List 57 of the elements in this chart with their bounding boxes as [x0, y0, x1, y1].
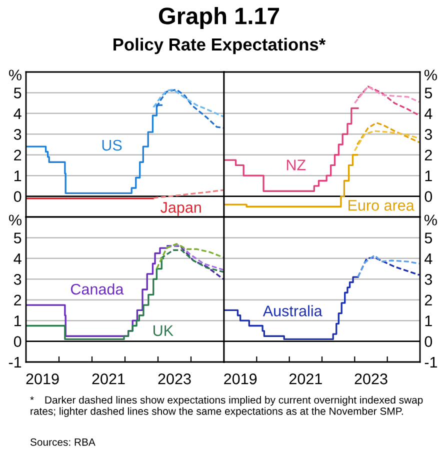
y-tick-label: 5 [14, 88, 22, 98]
line-series [356, 122, 420, 146]
y-tick-label: 3 [14, 129, 22, 140]
line-series [166, 245, 224, 280]
x-tick-label: 2019 [26, 374, 59, 384]
series-label: Canada [70, 283, 124, 295]
series-label: NZ [286, 160, 306, 170]
y-tick-label: 0 [14, 191, 22, 202]
y-tick-label: 1 [425, 170, 432, 182]
line-series [152, 189, 224, 199]
series-label: Australia [262, 305, 322, 316]
y-tick-label: 0 [14, 336, 22, 347]
y-tick-label: -1 [8, 357, 22, 368]
y-tick-label: 1 [14, 316, 22, 326]
y-tick-label: 4 [14, 253, 22, 264]
series-label: Euro area [348, 200, 414, 211]
line-series [357, 86, 420, 116]
x-tick-label: 2021 [289, 374, 322, 384]
line-series [354, 86, 420, 104]
y-tick-label: 3 [14, 274, 22, 285]
line-series [156, 88, 224, 129]
y-tick-label: 5 [424, 232, 432, 244]
x-tick-label: 2023 [158, 374, 191, 384]
y-tick-label: 3 [424, 129, 432, 140]
line-series [152, 88, 224, 118]
chart-title: Graph 1.17 [158, 6, 279, 30]
y-tick-label: 2 [424, 294, 432, 306]
line-series [166, 244, 224, 271]
y-tick-label: 2 [424, 150, 432, 160]
y-tick-label: 0 [424, 191, 432, 202]
y-tick-label: -1 [424, 357, 438, 368]
x-tick-label: 2019 [224, 374, 257, 384]
text: * Darker dashed lines show expectations implied by current overnight indexed swap rates; lighter dashed lines show the same expectations as at the November SMP. [30, 396, 423, 417]
y-tick-label: 4 [424, 253, 432, 264]
y-tick-label: 5 [14, 232, 22, 244]
y-tick-label: 1 [14, 170, 22, 182]
chart-subtitle: Policy Rate Expectations* [114, 38, 326, 54]
line-series [354, 130, 420, 152]
y-axis-title: % [424, 214, 437, 226]
x-tick-label: 2021 [92, 374, 125, 384]
y-tick-label: 0 [424, 336, 432, 347]
y-tick-label: 5 [424, 88, 432, 98]
y-tick-label: 2 [14, 150, 22, 160]
y-tick-label: 1 [425, 316, 432, 326]
y-tick-label: 3 [424, 274, 432, 285]
series-label: US [102, 140, 122, 151]
y-tick-label: 2 [14, 294, 22, 306]
source-note: Sources: RBA [30, 438, 96, 446]
series-label: Japan [160, 202, 201, 216]
y-axis-title: % [9, 214, 22, 226]
x-tick-label: 2023 [354, 374, 388, 384]
y-tick-label: 4 [424, 108, 432, 119]
series-label: UK [154, 325, 174, 336]
line-series [156, 243, 224, 270]
y-tick-label: 4 [14, 108, 22, 119]
y-axis-title: % [9, 70, 22, 80]
y-axis-title: % [424, 70, 437, 80]
